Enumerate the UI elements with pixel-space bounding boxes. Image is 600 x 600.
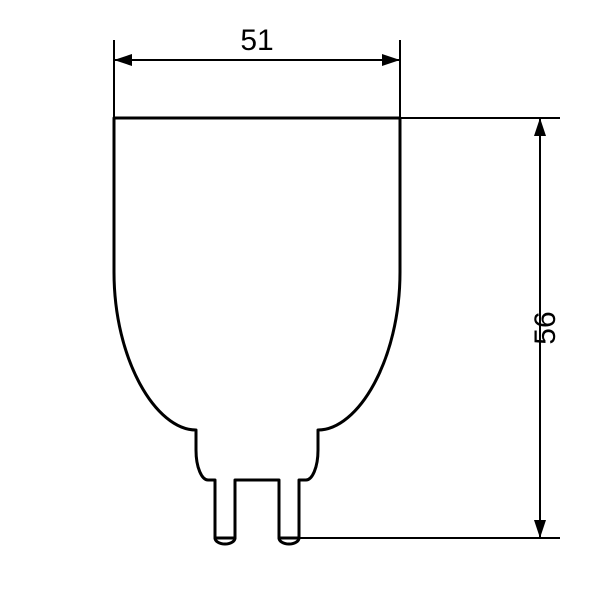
dimension-drawing: 51 56 xyxy=(0,0,600,600)
dim-height-label: 56 xyxy=(529,311,562,344)
bulb-outline xyxy=(114,118,400,538)
dim-width-label: 51 xyxy=(240,24,273,57)
